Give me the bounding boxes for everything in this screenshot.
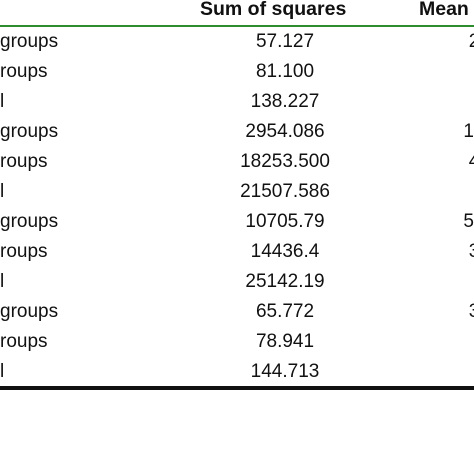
table-row: roups 14436.4 3 (0, 237, 474, 267)
table-row: l 138.227 (0, 87, 474, 117)
table-row: groups 57.127 2 (0, 27, 474, 57)
mean-square-cell: 14 (463, 121, 474, 142)
sum-of-squares-cell: 10705.79 (245, 211, 325, 232)
sum-of-squares-cell: 21507.586 (240, 181, 330, 202)
sum-of-squares-cell: 138.227 (250, 91, 320, 112)
mean-square-cell: 3 (468, 241, 474, 262)
source-cell: l (0, 271, 5, 292)
source-cell: groups (0, 121, 59, 142)
header-sum-of-squares: Sum of squares (200, 0, 347, 20)
table-row: groups 10705.79 53 (0, 207, 474, 237)
source-cell: groups (0, 211, 59, 232)
source-cell: roups (0, 331, 48, 352)
header-mean-square: Mean (419, 0, 469, 20)
mean-square-cell: 3 (468, 301, 474, 322)
sum-of-squares-cell: 81.100 (255, 61, 315, 82)
sum-of-squares-cell: 18253.500 (240, 151, 330, 172)
table-row: groups 2954.086 14 (0, 117, 474, 147)
source-cell: l (0, 181, 5, 202)
sum-of-squares-cell: 25142.19 (245, 271, 325, 292)
source-cell: roups (0, 61, 48, 82)
table-row: roups 18253.500 4 (0, 147, 474, 177)
sum-of-squares-cell: 78.941 (255, 331, 315, 352)
sum-of-squares-cell: 65.772 (255, 301, 315, 322)
table-bottom-rule (0, 386, 474, 390)
table-row: l 21507.586 (0, 177, 474, 207)
source-cell: roups (0, 241, 48, 262)
table-row: groups 65.772 3 (0, 297, 474, 327)
sum-of-squares-cell: 2954.086 (245, 121, 325, 142)
table-row: l 25142.19 (0, 267, 474, 297)
source-cell: groups (0, 301, 59, 322)
mean-square-cell: 53 (463, 211, 474, 232)
table-row: roups 78.941 (0, 327, 474, 357)
source-cell: l (0, 361, 5, 382)
sum-of-squares-cell: 144.713 (250, 361, 320, 382)
sum-of-squares-cell: 57.127 (255, 31, 315, 52)
table-row: l 144.713 (0, 357, 474, 387)
table-row: roups 81.100 (0, 57, 474, 87)
header-rule (0, 25, 474, 27)
source-cell: roups (0, 151, 48, 172)
sum-of-squares-cell: 14436.4 (250, 241, 320, 262)
source-cell: l (0, 91, 5, 112)
mean-square-cell: 4 (468, 151, 474, 172)
mean-square-cell: 2 (468, 31, 474, 52)
source-cell: groups (0, 31, 59, 52)
